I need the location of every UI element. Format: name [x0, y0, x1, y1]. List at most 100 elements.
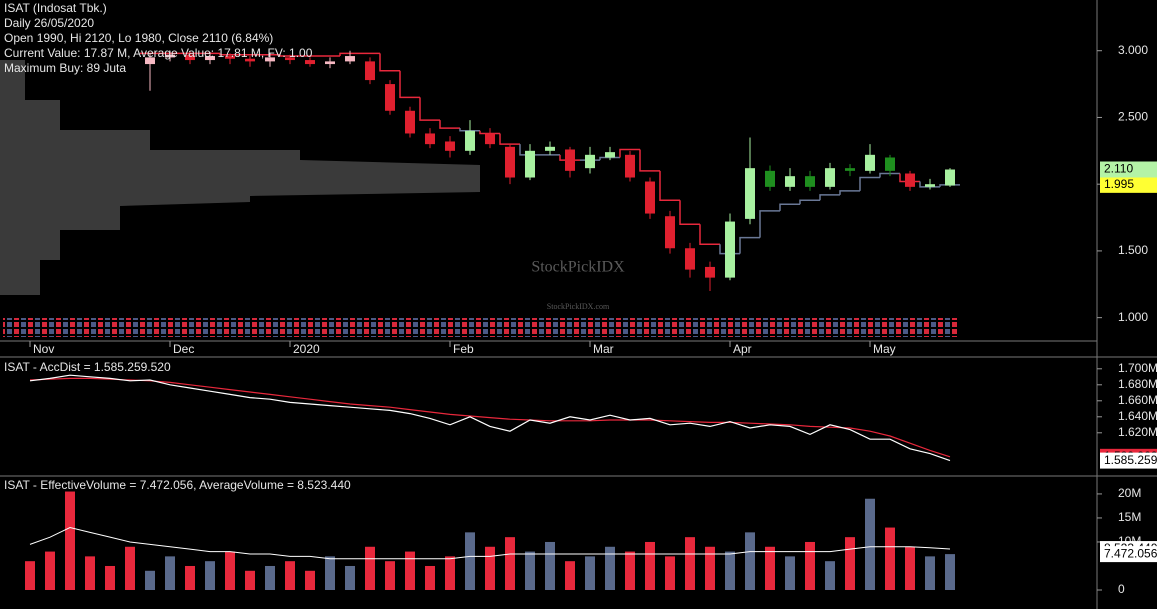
chart-title: ISAT (Indosat Tbk.) — [4, 1, 107, 15]
chart-subtitle: Daily 26/05/2020 — [4, 16, 94, 30]
stop-line — [339, 52, 360, 57]
y-tick-label: 1.500 — [1118, 243, 1148, 257]
value-label: 1.995 — [1104, 177, 1134, 191]
value-label: 1.585.259 — [1104, 453, 1157, 467]
value-label-box — [1100, 161, 1157, 178]
bar — [905, 546, 915, 590]
candle-body — [905, 173, 915, 187]
y-tick-label: 1.700M — [1118, 361, 1157, 375]
candle-body — [165, 54, 175, 58]
bar — [425, 565, 435, 590]
bar — [245, 570, 255, 590]
candle-body — [585, 154, 595, 169]
stop-line — [839, 190, 860, 195]
bar — [105, 565, 115, 590]
bar — [525, 551, 535, 590]
bar — [745, 532, 755, 590]
stop-line — [219, 53, 240, 56]
bar — [705, 546, 715, 590]
candle-body — [685, 248, 695, 270]
candle-body — [525, 150, 535, 178]
value-label-box — [1100, 176, 1157, 193]
stop-line — [619, 148, 640, 158]
y-tick-label: 15M — [1118, 510, 1141, 524]
bar — [185, 565, 195, 590]
line — [29, 377, 951, 458]
stop-line — [919, 181, 940, 188]
bar — [625, 551, 635, 590]
candle-body — [805, 176, 815, 187]
candle-body — [945, 169, 955, 186]
bar — [265, 565, 275, 590]
bar — [945, 554, 955, 590]
stop-line — [859, 176, 880, 191]
bar — [25, 561, 35, 590]
candle-body — [865, 154, 875, 171]
candle-body — [425, 133, 435, 145]
bar — [825, 561, 835, 590]
bar — [845, 537, 855, 590]
signal-grid — [3, 318, 958, 337]
y-tick-label: 1.680M — [1118, 377, 1157, 391]
stop-line — [379, 53, 400, 72]
candle-body — [825, 168, 835, 187]
panel-title: ISAT - EffectiveVolume = 7.472.056, Aver… — [4, 478, 351, 492]
candle-body — [485, 133, 495, 145]
candle-body — [205, 56, 215, 61]
candle-body — [605, 152, 615, 158]
value-label: 2.110 — [1104, 162, 1133, 176]
candle-body — [505, 146, 515, 178]
stop-line — [399, 70, 420, 99]
candle-body — [305, 60, 315, 65]
annotation: Open 1990, Hi 2120, Lo 1980, Close 2110 … — [4, 31, 273, 45]
average-line — [29, 527, 951, 560]
y-tick-label: 3.000 — [1118, 43, 1148, 57]
bar — [725, 551, 735, 590]
stop-line — [759, 210, 780, 238]
y-tick-label: 1.620M — [1118, 425, 1157, 439]
candle-body — [745, 168, 755, 219]
annotation: Maximum Buy: 89 Juta — [4, 61, 126, 75]
candle-body — [405, 110, 415, 134]
bar — [585, 556, 595, 590]
x-tick-label: 2020 — [293, 342, 320, 356]
bar — [165, 556, 175, 590]
bar — [45, 551, 55, 590]
line — [29, 374, 951, 462]
value-label-box — [1100, 452, 1157, 469]
candle-body — [765, 170, 775, 187]
bar — [565, 561, 575, 590]
bar — [665, 556, 675, 590]
stop-line — [699, 224, 720, 245]
stop-line — [659, 170, 680, 201]
stop-line — [679, 200, 700, 225]
y-tick-label: 2.500 — [1118, 110, 1148, 124]
volume-profile — [0, 60, 480, 295]
bar — [345, 565, 355, 590]
stop-line — [279, 54, 300, 57]
stop-line — [499, 133, 520, 145]
candle-body — [645, 181, 655, 214]
watermark-small: StockPickIDX.com — [547, 302, 610, 311]
stop-line — [799, 199, 820, 205]
bar — [365, 546, 375, 590]
candle-body — [185, 54, 195, 61]
bar — [885, 527, 895, 590]
bar — [445, 556, 455, 590]
stop-line — [819, 194, 840, 201]
stop-line — [639, 149, 660, 172]
bar — [325, 556, 335, 590]
bar — [85, 556, 95, 590]
y-tick-label: 1.640M — [1118, 409, 1157, 423]
candle-body — [225, 56, 235, 59]
panel-title: ISAT - AccDist = 1.585.259.520 — [4, 360, 171, 374]
candle-body — [885, 157, 895, 171]
candle-body — [325, 61, 335, 65]
x-tick-label: Mar — [593, 342, 614, 356]
candle-body — [145, 57, 155, 65]
candle-body — [785, 176, 795, 187]
x-tick-label: Nov — [33, 342, 54, 356]
stop-line — [419, 97, 440, 121]
